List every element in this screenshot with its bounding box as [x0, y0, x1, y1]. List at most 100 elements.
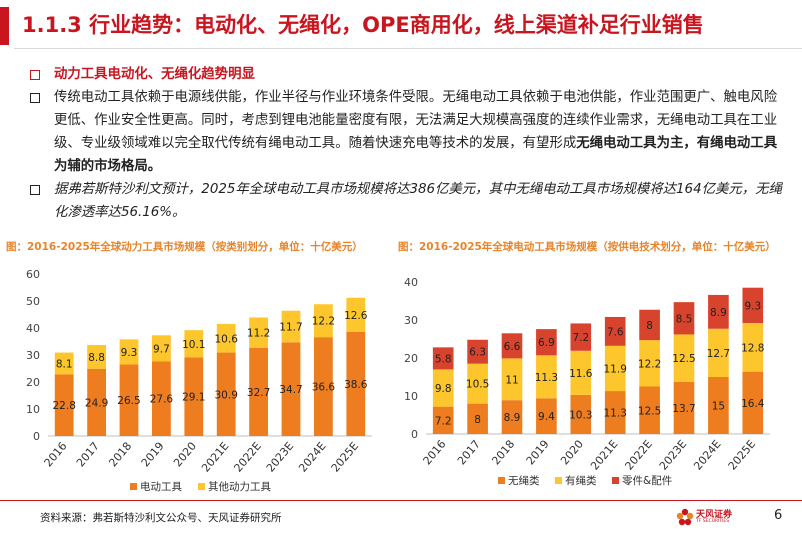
bar-segment	[54, 352, 74, 375]
bar-segment	[604, 345, 626, 392]
data-label: 26.5	[117, 395, 140, 407]
data-label: 32.7	[247, 387, 270, 399]
bullet-heading: 动力工具电动化、无绳化趋势明显	[30, 63, 790, 86]
x-tick-label: 2019	[524, 438, 552, 468]
data-label: 6.9	[538, 337, 555, 349]
x-tick-label: 2016	[42, 440, 70, 470]
logo-subtext: TF SECURITIES	[696, 519, 730, 524]
data-label: 11.7	[279, 322, 302, 334]
bar-segment	[432, 369, 454, 407]
data-label: 16.4	[741, 398, 765, 410]
bar-segment	[639, 340, 660, 387]
data-label: 8.8	[88, 352, 105, 364]
bar-segment	[314, 304, 333, 338]
bar-segment	[346, 297, 366, 332]
bar-segment	[467, 403, 488, 434]
y-tick-label: 60	[26, 268, 40, 281]
bullet-list: 动力工具电动化、无绳化趋势明显 传统电动工具依赖于电源线供能，作业半径与作业环境…	[30, 63, 790, 224]
bar-segment	[346, 331, 366, 436]
data-label: 9.4	[538, 411, 555, 423]
data-label: 7.6	[607, 326, 624, 338]
y-tick-label: 30	[26, 349, 40, 362]
square-bullet-icon	[30, 185, 40, 195]
logo-text: 天风证券	[696, 510, 733, 520]
data-label: 12.7	[707, 348, 730, 360]
page-title: 1.1.3 行业趋势：电动化、无绳化，OPE商用化，线上渠道补足行业销售	[22, 13, 704, 37]
x-tick-label: 2018	[106, 440, 134, 470]
y-tick-label: 50	[26, 295, 40, 308]
x-tick-label: 2018	[489, 438, 517, 468]
bar-segment	[604, 316, 626, 346]
legend-label: 其他动力工具	[208, 480, 271, 493]
left-stacked-bar-chart: 0 10 20 30 40 50 60 22.8 8.1 2016 24.9 8.8 2017 26.5 9…	[26, 268, 372, 493]
x-tick-label: 2022E	[231, 440, 263, 475]
bullet-forecast: 据弗若斯特沙利文预计，2025年全球电动工具市场规模将达386亿美元，其中无绳电…	[30, 178, 790, 224]
data-label: 8.9	[710, 307, 727, 319]
bar-segment	[570, 350, 592, 395]
data-label: 12.2	[638, 358, 661, 370]
x-tick-label: 2017	[455, 438, 483, 468]
bar-segment	[281, 310, 301, 343]
footer-divider	[0, 500, 802, 501]
data-label: 6.6	[504, 341, 521, 353]
bar-segment	[432, 406, 454, 434]
data-label: 10.1	[182, 339, 205, 351]
bar-segment	[501, 333, 523, 359]
data-label: 12.2	[312, 316, 335, 328]
x-tick-label: 2020	[171, 440, 199, 470]
x-tick-label: 2024E	[296, 440, 328, 475]
data-label: 10.5	[466, 379, 489, 391]
bar-segment	[673, 334, 695, 382]
x-tick-label: 2020	[558, 438, 586, 468]
bar-segment	[742, 287, 764, 324]
title-divider	[14, 48, 802, 49]
bar-segment	[673, 381, 695, 434]
data-label: 38.6	[344, 379, 368, 391]
data-label: 11.3	[604, 408, 627, 420]
bar-segment	[536, 398, 557, 434]
y-tick-label: 20	[26, 376, 40, 389]
legend-label: 无绳类	[508, 474, 540, 487]
data-label: 30.9	[215, 389, 238, 401]
x-tick-label: 2023E	[264, 440, 296, 475]
bar-segment	[281, 342, 301, 436]
bar-segment	[639, 386, 660, 434]
bullet-text: 动力工具电动化、无绳化趋势明显	[54, 67, 255, 82]
right-stacked-bar-chart: 0 10 20 30 40 7.2 9.8 5.8 2016 8 10.5 6.3 2017 8.9 11 6…	[404, 276, 770, 487]
y-tick-label: 20	[404, 352, 418, 365]
footer: 资料来源：弗若斯特沙利文公众号、天风证券研究所 天风证券 TF SECURITI…	[0, 500, 802, 535]
y-tick-label: 0	[33, 430, 40, 443]
data-label: 11	[505, 374, 518, 386]
data-label: 9.8	[435, 383, 452, 395]
bar-segment	[639, 309, 660, 341]
legend-label: 电动工具	[140, 480, 182, 493]
x-tick-label: 2021E	[199, 440, 231, 475]
data-label: 7.2	[435, 415, 452, 427]
x-tick-label: 2017	[74, 440, 102, 470]
y-tick-label: 10	[26, 403, 40, 416]
data-label: 12.8	[741, 342, 764, 354]
bar-segment	[708, 328, 729, 377]
bar-segment	[184, 357, 204, 436]
legend-swatch	[130, 483, 137, 490]
y-tick-label: 40	[404, 276, 418, 289]
bar-segment	[673, 302, 695, 335]
bar-segment	[570, 394, 592, 434]
data-label: 8	[474, 414, 481, 426]
data-label: 9.3	[121, 347, 138, 359]
x-tick-label: 2021E	[588, 438, 620, 473]
bar-segment	[501, 358, 523, 401]
bar-segment	[742, 371, 764, 434]
data-label: 11.3	[535, 372, 558, 384]
bullet-strong-text: 无绳电动工具为主，有绳电动工具为辅的市场格局。	[54, 136, 778, 174]
bar-segment	[432, 347, 454, 370]
x-tick-label: 2019	[139, 440, 167, 470]
page-number: 6	[774, 508, 783, 523]
x-tick-label: 2022E	[622, 438, 654, 473]
bar-segment	[314, 337, 333, 436]
bar-segment	[536, 355, 557, 399]
x-tick-label: 2025E	[329, 440, 361, 475]
left-chart-title: 图：2016-2025年全球动力工具市场规模（按类别划分，单位：十亿美元）	[6, 241, 363, 253]
legend-label: 零件&配件	[622, 475, 672, 487]
bar-segment	[467, 339, 488, 364]
